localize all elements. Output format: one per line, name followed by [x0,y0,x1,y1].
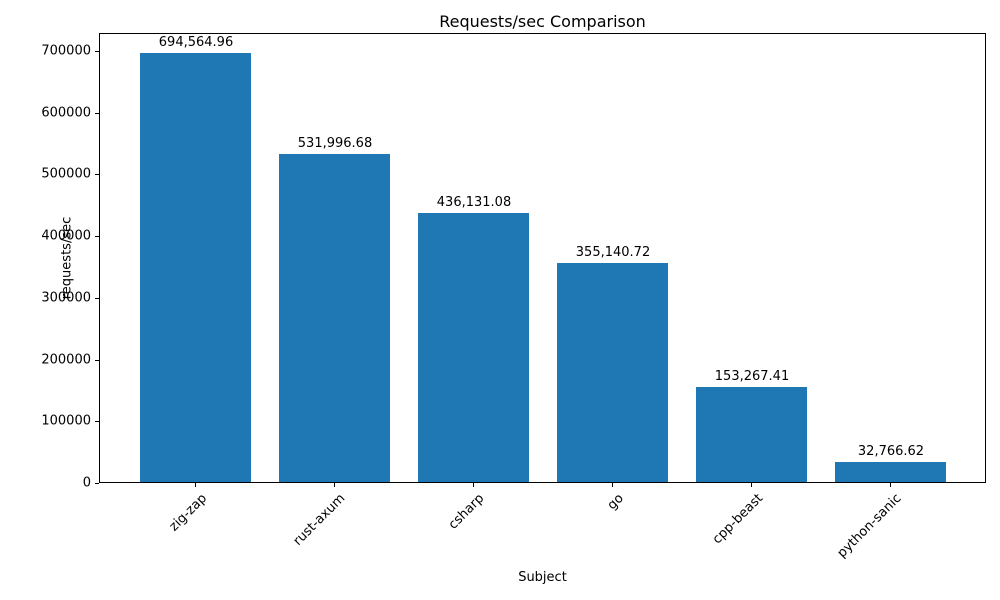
y-tick-label: 100000 [41,413,91,429]
x-tick-mark [612,483,613,487]
bar-cpp-beast [696,387,807,482]
x-tick-label-cpp-beast: cpp-beast [709,491,766,548]
bar-go [557,263,668,482]
y-tick-mark [95,360,99,361]
x-tick-label-rust-axum: rust-axum [290,491,349,549]
y-tick-mark [95,174,99,175]
bar-csharp [418,213,529,482]
x-tick-mark [890,483,891,487]
x-tick-label-go: go [604,491,627,514]
chart-title: Requests/sec Comparison [439,12,646,31]
y-tick-mark [95,236,99,237]
x-tick-mark [195,483,196,487]
bar-value-label-csharp: 436,131.08 [436,195,512,210]
x-tick-label-python-sanic: python-sanic [834,491,905,561]
y-tick-label: 400000 [41,228,91,244]
y-tick-label: 500000 [41,166,91,182]
x-tick-mark [334,483,335,487]
bar-zig-zap [140,53,251,482]
y-tick-label: 0 [82,475,91,491]
y-tick-mark [95,51,99,52]
x-tick-mark [751,483,752,487]
y-tick-mark [95,421,99,422]
bar-value-label-rust-axum: 531,996.68 [297,136,373,151]
y-tick-mark [95,298,99,299]
bar-value-label-go: 355,140.72 [575,245,651,260]
x-tick-label-csharp: csharp [446,491,488,533]
y-tick-mark [95,483,99,484]
x-axis-label: Subject [518,570,567,585]
bar-value-label-cpp-beast: 153,267.41 [714,369,790,384]
bar-python-sanic [835,462,946,482]
y-tick-label: 300000 [41,290,91,306]
y-tick-label: 200000 [41,352,91,368]
y-tick-label: 600000 [41,105,91,121]
y-tick-label: 700000 [41,43,91,59]
x-tick-mark [473,483,474,487]
y-tick-mark [95,113,99,114]
bar-rust-axum [279,154,390,482]
x-tick-label-zig-zap: zig-zap [166,491,210,535]
bar-value-label-python-sanic: 32,766.62 [857,444,925,459]
plot-area: 694,564.96 531,996.68 436,131.08 355,140.72… [99,33,986,483]
bar-value-label-zig-zap: 694,564.96 [158,35,234,50]
